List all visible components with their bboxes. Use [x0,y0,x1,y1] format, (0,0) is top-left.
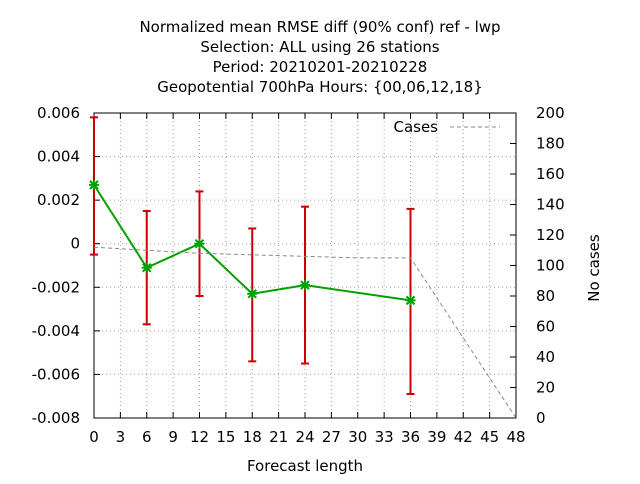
y2-tick-label: 80 [536,287,555,305]
y2-tick-label: 180 [536,135,565,153]
x-tick-label: 21 [269,428,288,446]
x-tick-label: 3 [116,428,126,446]
x-tick-label: 42 [454,428,473,446]
x-tick-label: 39 [427,428,446,446]
x-tick-label: 24 [295,428,314,446]
chart-title-line: Geopotential 700hPa Hours: {00,06,12,18} [157,78,483,96]
y2-tick-label: 40 [536,348,555,366]
data-point [247,288,258,299]
x-tick-label: 45 [480,428,499,446]
x-tick-label: 18 [243,428,262,446]
x-tick-label: 30 [348,428,367,446]
data-point [405,295,416,306]
y2-tick-label: 0 [536,409,546,427]
y2-tick-label: 140 [536,196,565,214]
y2-tick-label: 160 [536,165,565,183]
x-tick-label: 12 [190,428,209,446]
series-line-rmse [93,184,411,302]
y-tick-label: 0.006 [37,104,80,122]
y-tick-label: -0.002 [32,278,80,296]
y-tick-label: 0.004 [37,148,80,166]
y-tick-label: -0.004 [32,322,80,340]
x-tick-label: 36 [401,428,420,446]
series-line-cases [93,246,517,419]
chart-title-line: Period: 20210201-20210228 [213,58,428,76]
x-tick-label: 15 [216,428,235,446]
y2-tick-label: 100 [536,257,565,275]
data-point [141,262,152,273]
chart-title-line: Selection: ALL using 26 stations [200,38,439,56]
y-tick-label: -0.006 [32,365,80,383]
x-tick-label: 0 [89,428,99,446]
x-axis-label: Forecast length [247,457,363,475]
legend-label: Cases [393,118,438,136]
x-tick-label: 9 [168,428,178,446]
x-tick-label: 6 [142,428,152,446]
x-tick-label: 27 [322,428,341,446]
y2-axis-label: No cases [585,234,603,302]
y2-tick-label: 20 [536,379,555,397]
data-point [89,179,99,190]
y2-tick-label: 60 [536,318,555,336]
data-point [194,238,205,249]
y-tick-label: -0.008 [32,409,80,427]
y2-tick-label: 120 [536,226,565,244]
x-tick-label: 48 [506,428,525,446]
y2-tick-label: 200 [536,104,565,122]
y-tick-label: 0.002 [37,191,80,209]
chart-title-line: Normalized mean RMSE diff (90% conf) ref… [139,18,500,36]
y-tick-label: 0 [70,235,80,253]
data-point [300,280,310,291]
x-tick-label: 33 [375,428,394,446]
